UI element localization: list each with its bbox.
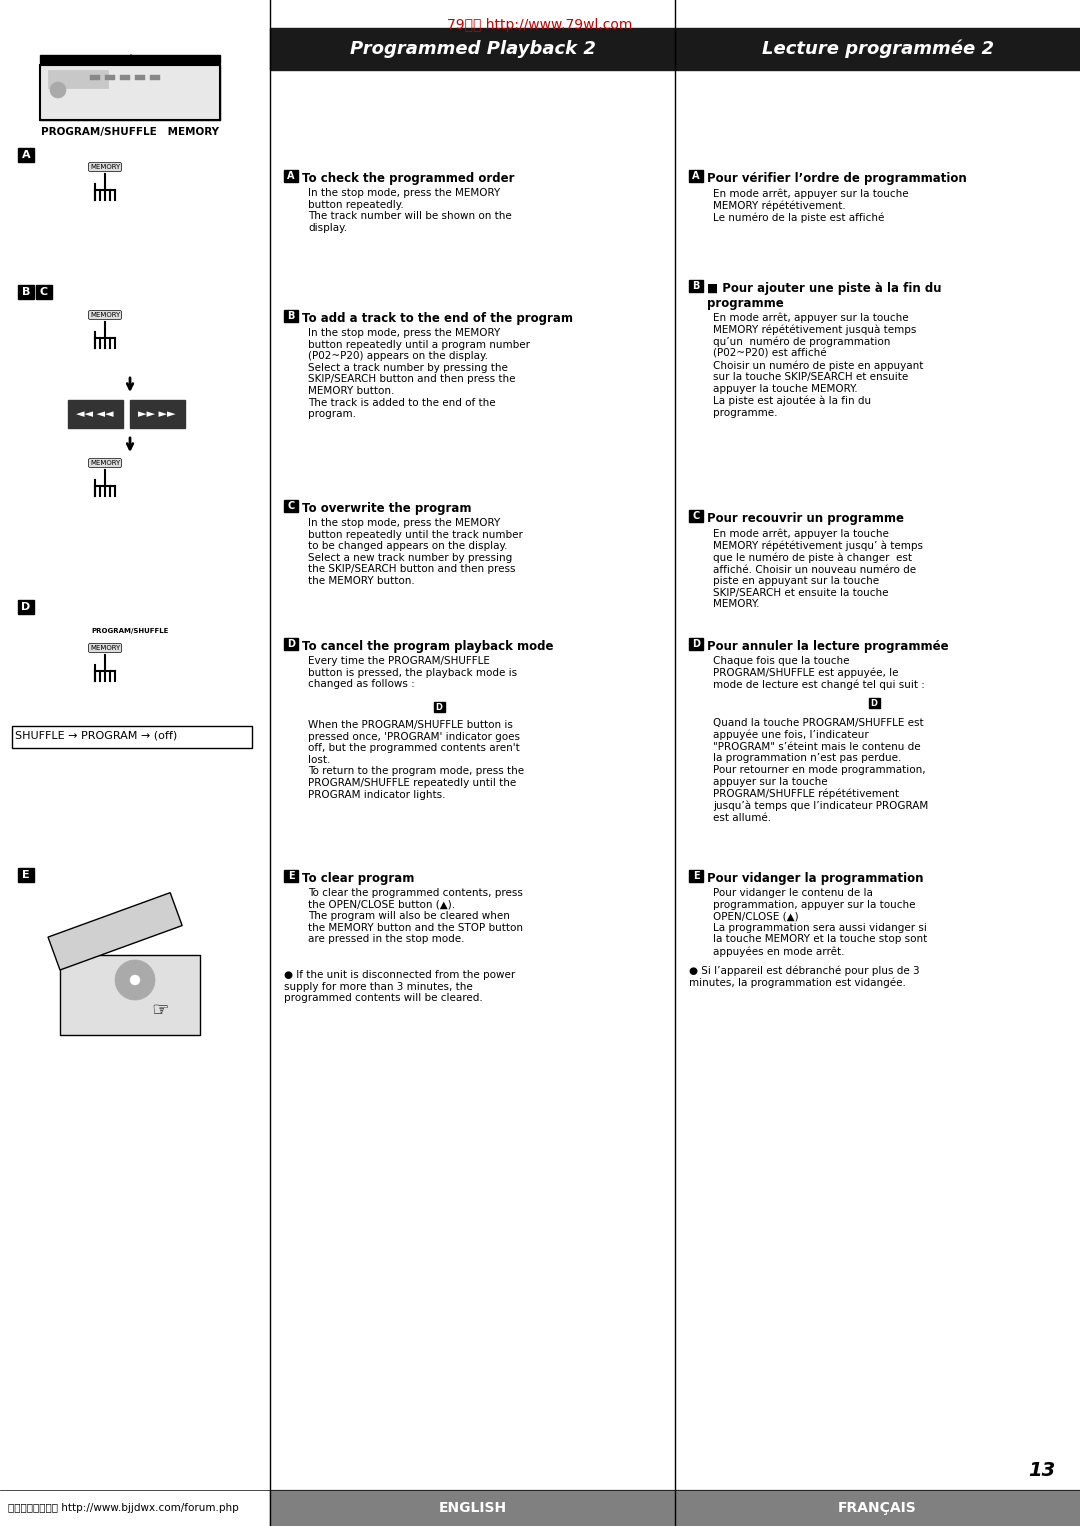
Bar (60, 955, 200, 1035)
Text: In the stop mode, press the MEMORY
button repeatedly.
The track number will be s: In the stop mode, press the MEMORY butto… (308, 188, 512, 233)
Bar (284, 310, 298, 322)
Bar (48, 70, 108, 89)
Bar (18, 285, 33, 299)
Text: To add a track to the end of the program: To add a track to the end of the program (302, 311, 573, 325)
Text: PROGRAM/SHUFFLE   MEMORY: PROGRAM/SHUFFLE MEMORY (41, 127, 219, 137)
Text: MEMORY: MEMORY (90, 163, 120, 169)
Text: Quand la touche PROGRAM/SHUFFLE est
appuyée une fois, l’indicateur
"PROGRAM" s’é: Quand la touche PROGRAM/SHUFFLE est appu… (713, 719, 928, 823)
Text: En mode arrêt, appuyer sur la touche
MEMORY répététivement.
Le numéro de la pist: En mode arrêt, appuyer sur la touche MEM… (713, 188, 908, 223)
Bar (284, 638, 298, 650)
Text: Pour vidanger la programmation: Pour vidanger la programmation (707, 871, 923, 885)
Text: To overwrite the program: To overwrite the program (302, 502, 472, 514)
Bar (18, 148, 33, 162)
Text: Pour recouvrir un programme: Pour recouvrir un programme (707, 513, 904, 525)
Bar (130, 400, 185, 427)
Bar (689, 169, 703, 182)
Text: 13: 13 (1028, 1460, 1055, 1480)
Text: Every time the PROGRAM/SHUFFLE
button is pressed, the playback mode is
changed a: Every time the PROGRAM/SHUFFLE button is… (308, 656, 517, 690)
Text: Pour vérifier l’ordre de programmation: Pour vérifier l’ordre de programmation (707, 172, 967, 185)
Text: ◄◄ ◄◄: ◄◄ ◄◄ (77, 409, 113, 420)
Text: ■ Pour ajouter une piste à la fin du
programme: ■ Pour ajouter une piste à la fin du pro… (707, 282, 942, 310)
Bar (120, 75, 130, 79)
Text: ENGLISH: ENGLISH (438, 1502, 507, 1515)
Text: E: E (23, 870, 30, 881)
Text: B: B (692, 281, 700, 291)
Text: MEMORY: MEMORY (90, 645, 120, 652)
Text: Pour vidanger le contenu de la
programmation, appuyer sur la touche
OPEN/CLOSE (: Pour vidanger le contenu de la programma… (713, 888, 928, 957)
Bar (36, 285, 52, 299)
Bar (68, 400, 123, 427)
Bar (689, 510, 703, 522)
Text: Programmed Playback 2: Programmed Playback 2 (350, 40, 595, 58)
Bar (48, 893, 183, 971)
Text: FRANÇAIS: FRANÇAIS (838, 1502, 917, 1515)
Text: Pour annuler la lecture programmée: Pour annuler la lecture programmée (707, 639, 948, 653)
Text: A: A (22, 150, 30, 160)
Text: ►► ►►: ►► ►► (138, 409, 176, 420)
Bar (105, 75, 114, 79)
Text: D: D (435, 702, 443, 711)
Text: ◄◄◄◄/►►►►: ◄◄◄◄/►►►► (104, 53, 157, 64)
Bar (675, 1489, 1080, 1526)
Text: In the stop mode, press the MEMORY
button repeatedly until a program number
(P02: In the stop mode, press the MEMORY butto… (308, 328, 530, 420)
Bar (150, 75, 160, 79)
Bar (135, 75, 145, 79)
Text: B: B (287, 311, 295, 320)
Text: To clear the programmed contents, press
the OPEN/CLOSE button (▲).
The program w: To clear the programmed contents, press … (308, 888, 523, 945)
Text: C: C (287, 501, 295, 511)
Bar (40, 66, 220, 121)
Text: A: A (287, 171, 295, 182)
Bar (434, 702, 445, 713)
Bar (12, 726, 252, 748)
Bar (284, 501, 298, 513)
Text: 家电维修技术论坛 http://www.bjjdwx.com/forum.php: 家电维修技术论坛 http://www.bjjdwx.com/forum.php (8, 1503, 239, 1512)
Bar (18, 600, 33, 613)
Text: En mode arrêt, appuyer la touche
MEMORY répététivement jusqu’ à temps
que le num: En mode arrêt, appuyer la touche MEMORY … (713, 528, 923, 609)
Text: PROGRAM/SHUFFLE: PROGRAM/SHUFFLE (92, 629, 168, 633)
Bar (270, 1489, 675, 1526)
Text: When the PROGRAM/SHUFFLE button is
pressed once, 'PROGRAM' indicator goes
off, b: When the PROGRAM/SHUFFLE button is press… (308, 720, 524, 800)
Text: C: C (692, 511, 700, 520)
Text: To check the programmed order: To check the programmed order (302, 172, 514, 185)
Bar (869, 697, 880, 708)
Bar (689, 638, 703, 650)
Circle shape (114, 960, 156, 1000)
Text: ● Si l’appareil est débranché pour plus de 3
minutes, la programmation est vidan: ● Si l’appareil est débranché pour plus … (689, 964, 920, 987)
Text: D: D (692, 639, 700, 649)
Text: E: E (287, 871, 295, 881)
Bar (18, 868, 33, 882)
Text: ● If the unit is disconnected from the power
supply for more than 3 minutes, the: ● If the unit is disconnected from the p… (284, 971, 515, 1003)
Text: MEMORY: MEMORY (90, 311, 120, 317)
Circle shape (50, 82, 66, 98)
Text: Chaque fois que la touche
PROGRAM/SHUFFLE est appuyée, le
mode de lecture est ch: Chaque fois que la touche PROGRAM/SHUFFL… (713, 656, 924, 690)
Text: To cancel the program playback mode: To cancel the program playback mode (302, 639, 554, 653)
Text: B: B (22, 287, 30, 298)
Text: D: D (287, 639, 295, 649)
Text: To clear program: To clear program (302, 871, 415, 885)
Text: Lecture programmée 2: Lecture programmée 2 (761, 40, 994, 58)
Text: A: A (692, 171, 700, 182)
Text: D: D (870, 699, 878, 708)
Bar (40, 66, 220, 121)
Bar (689, 870, 703, 882)
Text: C: C (40, 287, 49, 298)
Text: MEMORY: MEMORY (90, 459, 120, 465)
Bar (40, 55, 220, 63)
Text: D: D (22, 601, 30, 612)
Bar (270, 27, 675, 70)
Bar (284, 870, 298, 882)
Text: SHUFFLE → PROGRAM → (off): SHUFFLE → PROGRAM → (off) (15, 729, 177, 740)
Text: E: E (692, 871, 700, 881)
Bar (284, 169, 298, 182)
Circle shape (130, 975, 140, 984)
Bar (689, 279, 703, 291)
Text: En mode arrêt, appuyer sur la touche
MEMORY répététivement jusquà temps
qu’un  n: En mode arrêt, appuyer sur la touche MEM… (713, 311, 923, 418)
Text: In the stop mode, press the MEMORY
button repeatedly until the track number
to b: In the stop mode, press the MEMORY butto… (308, 517, 523, 586)
Text: ☞: ☞ (151, 1001, 168, 1019)
Bar (675, 27, 1080, 70)
Bar (90, 75, 100, 79)
Text: 79网络 http://www.79wl.com: 79网络 http://www.79wl.com (447, 18, 633, 32)
